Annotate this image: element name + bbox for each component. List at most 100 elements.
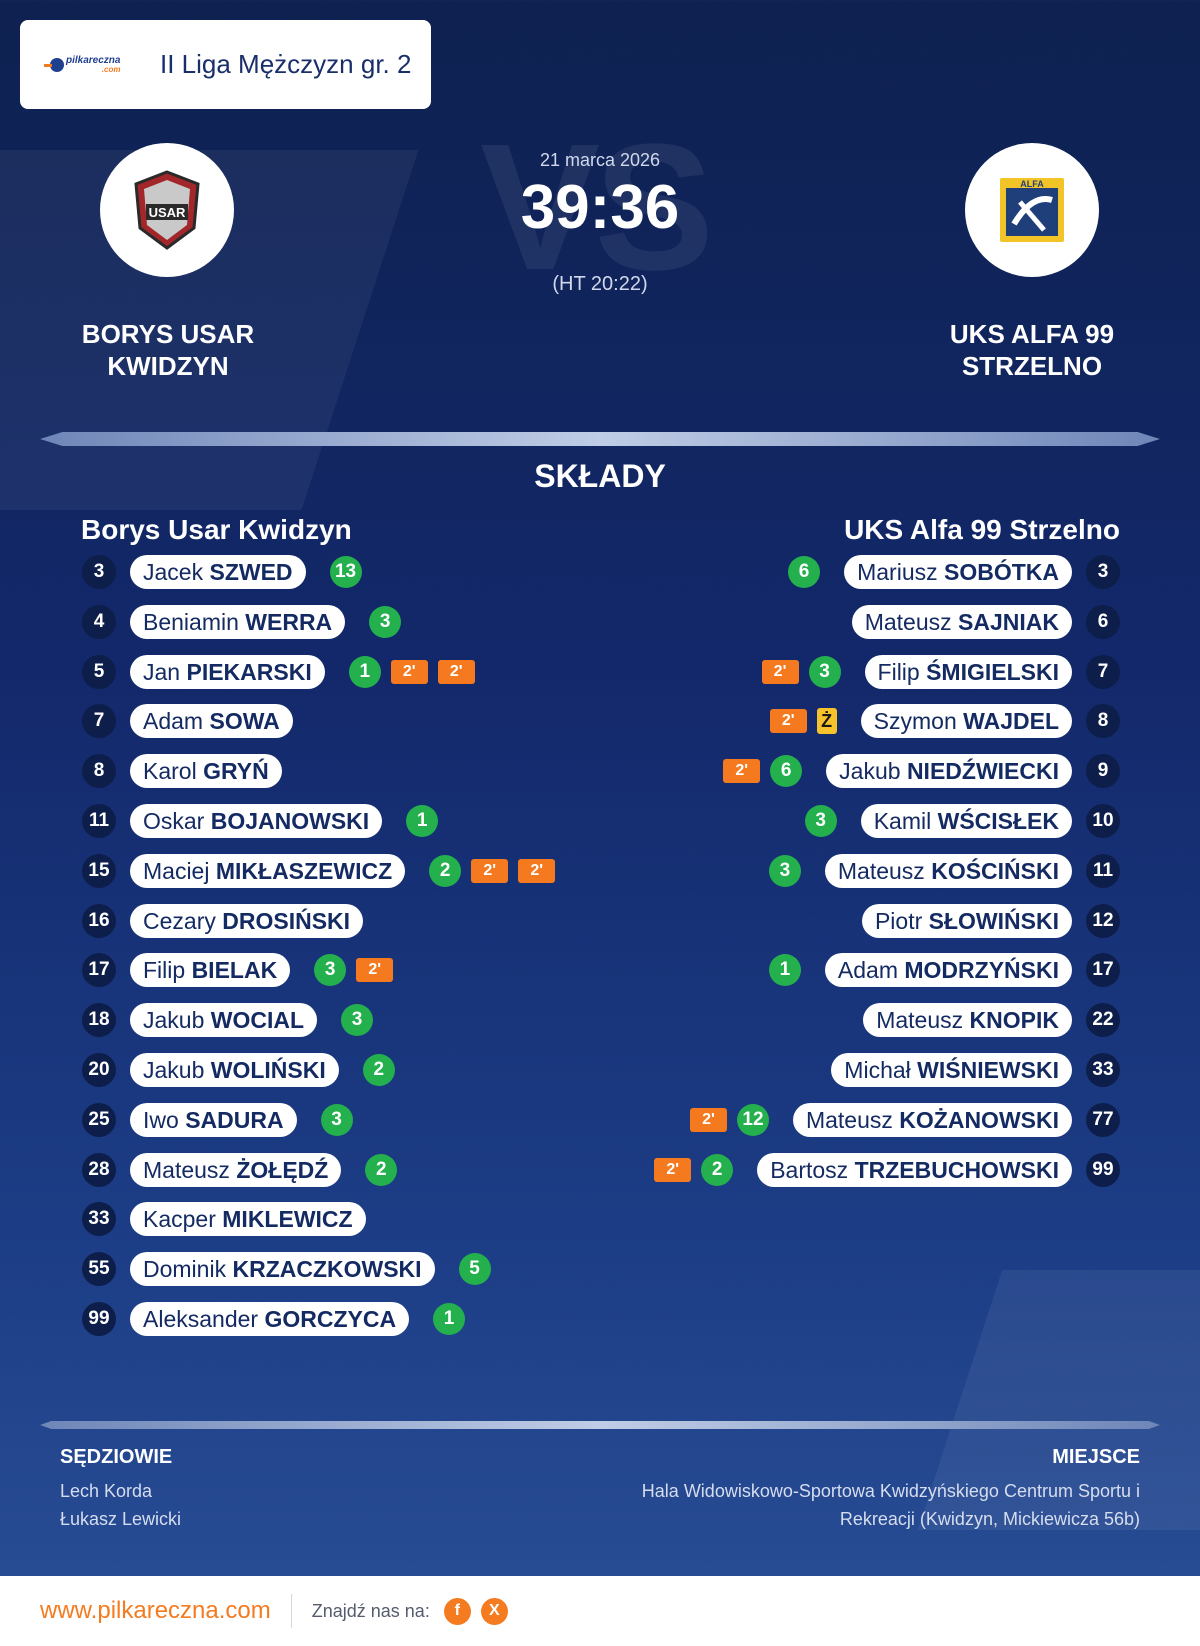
- player-row: 8 Szymon WAJDEL Ż 2': [769, 704, 1120, 738]
- shirt-number: 3: [82, 555, 116, 589]
- player-name: Mariusz SOBÓTKA: [844, 555, 1072, 589]
- player-stats: Ż 2': [769, 708, 837, 734]
- player-row: 20 Jakub WOLIŃSKI 2: [82, 1053, 395, 1087]
- player-row: 99 Aleksander GORCZYCA 1: [82, 1302, 466, 1336]
- suspension-badge: 2': [769, 709, 807, 733]
- alfa-crest-icon: ALFA: [1000, 178, 1064, 242]
- player-row: 55 Dominik KRZACZKOWSKI 5: [82, 1252, 491, 1286]
- player-name: Adam SOWA: [130, 704, 293, 738]
- player-last-name: PIEKARSKI: [186, 659, 312, 685]
- player-first-name: Mateusz: [864, 609, 959, 635]
- player-name: Maciej MIKŁASZEWICZ: [130, 854, 406, 888]
- player-name: Karol GRYŃ: [130, 754, 282, 788]
- player-first-name: Kacper: [143, 1206, 223, 1232]
- player-last-name: MIKŁASZEWICZ: [215, 858, 393, 884]
- ball-icon: [44, 57, 64, 72]
- suspension-badge: 2': [390, 660, 428, 684]
- player-row: 11 Oskar BOJANOWSKI 1: [82, 804, 439, 838]
- player-stats: 3 2': [761, 656, 841, 688]
- away-lineup-title: UKS Alfa 99 Strzelno: [844, 514, 1120, 545]
- venue-title: MIEJSCE: [1052, 1446, 1140, 1468]
- player-last-name: TRZEBUCHOWSKI: [854, 1157, 1059, 1183]
- player-row: 10 Kamil WŚCISŁEK 3: [804, 804, 1120, 838]
- player-row: 7 Filip ŚMIGIELSKI 3 2': [761, 655, 1120, 689]
- player-name: Jakub WOLIŃSKI: [130, 1053, 339, 1087]
- player-name: Michał WIŚNIEWSKI: [831, 1053, 1072, 1087]
- player-row: 7 Adam SOWA: [82, 704, 317, 738]
- player-stats: 2: [362, 1054, 395, 1086]
- player-name: Jan PIEKARSKI: [130, 655, 325, 689]
- player-last-name: WŚCISŁEK: [937, 808, 1059, 834]
- home-team-logo: USAR: [100, 143, 234, 277]
- player-stats: 6: [788, 556, 821, 588]
- halftime-score: (HT 20:22): [552, 273, 648, 295]
- player-row: 33 Kacper MIKLEWICZ: [82, 1202, 390, 1236]
- goals-badge: 3: [320, 1104, 353, 1136]
- player-last-name: ŻOŁĘDŹ: [236, 1157, 329, 1183]
- home-team-name: BORYS USAR KWIDZYN: [81, 319, 255, 381]
- footer: www.pilkareczna.com Znajdź nas na: f X: [0, 1576, 1200, 1646]
- player-row: 3 Jacek SZWED 13: [82, 555, 362, 589]
- player-first-name: Jakub: [143, 1007, 211, 1033]
- player-first-name: Mateusz: [837, 858, 932, 884]
- player-first-name: Szymon: [873, 708, 964, 734]
- player-name: Aleksander GORCZYCA: [130, 1302, 410, 1336]
- player-last-name: WERRA: [245, 609, 333, 635]
- player-last-name: NIEDŹWIECKI: [906, 758, 1059, 784]
- suspension-badge: 2': [689, 1108, 727, 1132]
- player-row: 15 Maciej MIKŁASZEWICZ 2 2' 2': [82, 854, 556, 888]
- goals-badge: 3: [808, 656, 841, 688]
- player-name: Filip ŚMIGIELSKI: [864, 655, 1072, 689]
- match-date: 21 marca 2026: [539, 150, 661, 170]
- referees-section: SĘDZIOWIE Lech Korda Łukasz Lewicki: [60, 1446, 181, 1533]
- site-link[interactable]: www.pilkareczna.com: [40, 1597, 271, 1624]
- player-first-name: Mariusz: [857, 559, 944, 585]
- player-stats: 3: [320, 1104, 353, 1136]
- shirt-number: 18: [82, 1003, 116, 1037]
- lineups-title: SKŁADY: [534, 458, 666, 494]
- player-name: Bartosz TRZEBUCHOWSKI: [757, 1153, 1072, 1187]
- player-name: Beniamin WERRA: [130, 605, 346, 639]
- goals-badge: 3: [341, 1004, 374, 1036]
- player-first-name: Kamil: [873, 808, 938, 834]
- player-first-name: Piotr: [874, 908, 929, 934]
- suspension-badge: 2': [518, 859, 556, 883]
- away-team-logo: ALFA: [965, 143, 1099, 277]
- facebook-icon[interactable]: f: [443, 1597, 471, 1625]
- away-team-name: UKS ALFA 99 STRZELNO: [949, 319, 1115, 381]
- player-stats: 3 2': [314, 954, 394, 986]
- player-last-name: GORCZYCA: [264, 1306, 397, 1332]
- player-name: Mateusz KOŻANOWSKI: [792, 1103, 1072, 1137]
- player-first-name: Mateusz: [143, 1157, 237, 1183]
- player-first-name: Karol: [143, 758, 204, 784]
- player-name: Kamil WŚCISŁEK: [860, 804, 1072, 838]
- suspension-badge: 2': [356, 958, 394, 982]
- player-row: 17 Filip BIELAK 3 2': [82, 953, 394, 987]
- player-last-name: SOBÓTKA: [944, 559, 1059, 585]
- player-first-name: Oskar: [143, 808, 211, 834]
- player-row: 6 Mateusz SAJNIAK: [828, 605, 1120, 639]
- goals-badge: 1: [768, 954, 801, 986]
- site-logo[interactable]: pilkareczna .com: [44, 54, 142, 74]
- svg-text:USAR: USAR: [149, 205, 186, 220]
- shirt-number: 5: [82, 655, 116, 689]
- player-last-name: DROSIŃSKI: [222, 908, 351, 934]
- x-icon[interactable]: X: [480, 1597, 508, 1625]
- player-stats: 2 2': [654, 1154, 734, 1186]
- shirt-number: 20: [82, 1053, 116, 1087]
- shirt-number: 77: [1086, 1103, 1120, 1137]
- site-logo-text: pilkareczna .com: [66, 54, 121, 74]
- player-first-name: Michał: [844, 1057, 918, 1083]
- player-first-name: Mateusz: [805, 1107, 900, 1133]
- player-first-name: Maciej: [143, 858, 216, 884]
- player-name: Mateusz SAJNIAK: [851, 605, 1072, 639]
- shirt-number: 15: [82, 854, 116, 888]
- player-last-name: WOCIAL: [210, 1007, 305, 1033]
- home-lineup-title: Borys Usar Kwidzyn: [81, 514, 352, 545]
- player-first-name: Jakub: [143, 1057, 211, 1083]
- player-stats: 6 2': [723, 755, 803, 787]
- shirt-number: 33: [1086, 1053, 1120, 1087]
- yellow-card-badge: Ż: [816, 708, 837, 734]
- suspension-badge: 2': [654, 1158, 692, 1182]
- vs-watermark: VS: [480, 107, 714, 308]
